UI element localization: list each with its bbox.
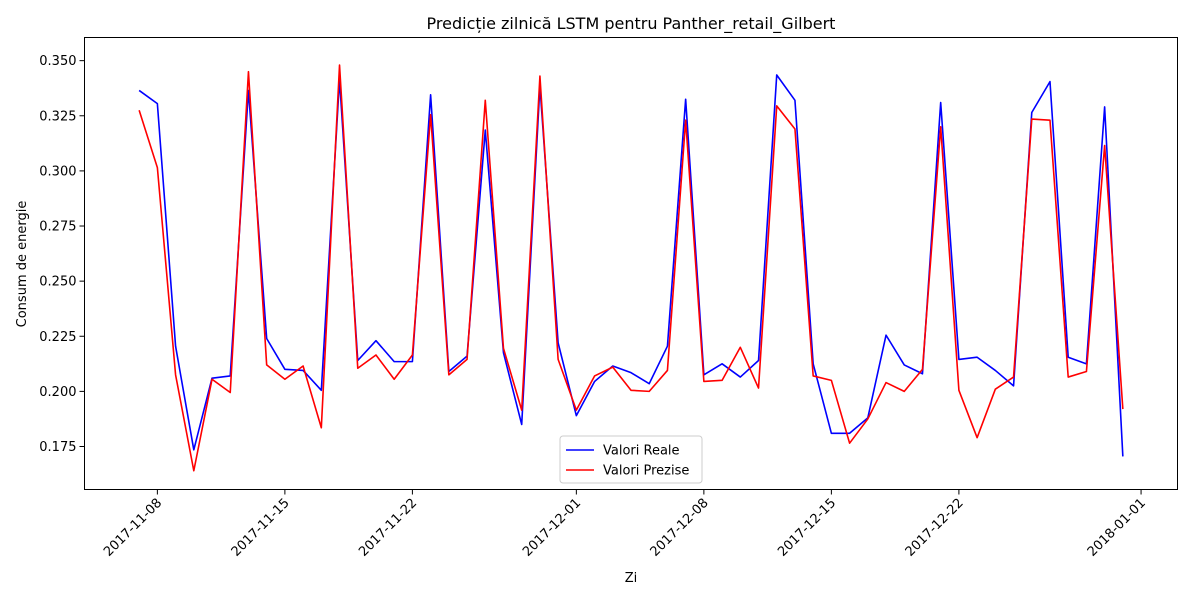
plot-frame	[84, 37, 1178, 490]
series-line-valori-prezise	[138, 64, 1124, 472]
series-line-valori-reale	[138, 74, 1124, 457]
y-tick-label: 0.200	[39, 385, 76, 400]
legend-label: Valori Prezise	[603, 464, 689, 479]
y-axis: 0.175 0.200 0.225 0.250 0.275 0.300 0.325 0.350	[39, 54, 85, 455]
y-tick-label: 0.350	[39, 54, 76, 69]
y-axis-label: Consum de energie	[15, 201, 30, 328]
y-tick-label: 0.175	[39, 440, 76, 455]
y-tick-label: 0.225	[39, 330, 76, 345]
legend-label: Valori Reale	[603, 444, 680, 459]
y-tick-label: 0.300	[39, 164, 76, 179]
series-layer	[138, 64, 1124, 472]
y-tick-label: 0.275	[39, 220, 76, 235]
chart-title: Predicție zilnică LSTM pentru Panther_re…	[427, 14, 836, 34]
legend: Valori Reale Valori Prezise	[559, 435, 703, 484]
y-tick-label: 0.250	[39, 275, 76, 290]
x-axis-label: Zi	[625, 571, 638, 586]
legend-box	[559, 435, 703, 484]
y-tick-label: 0.325	[39, 109, 76, 124]
